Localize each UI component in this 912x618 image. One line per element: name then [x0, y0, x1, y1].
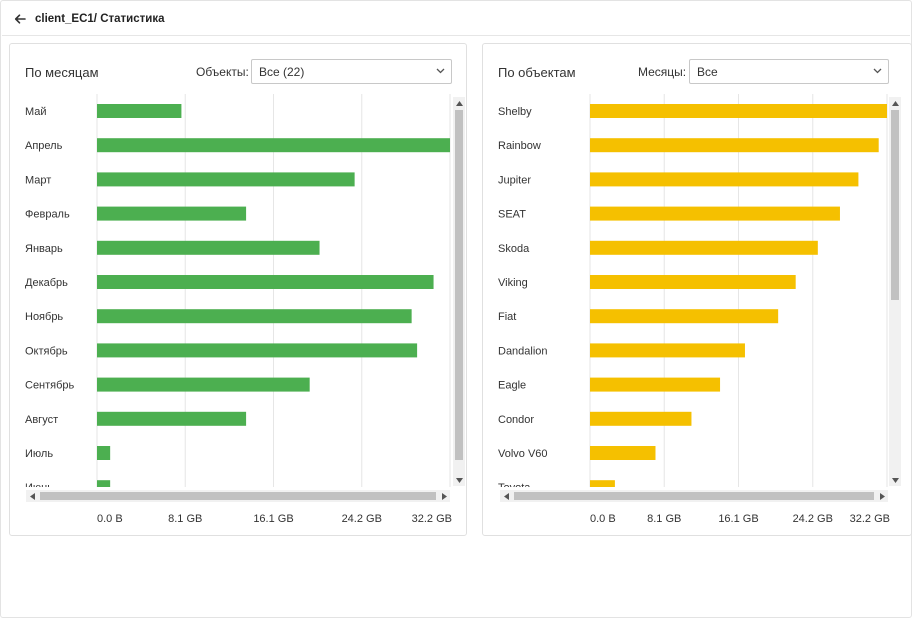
category-label: Viking	[498, 277, 528, 289]
category-label: Rainbow	[498, 140, 541, 152]
bar[interactable]	[97, 411, 247, 426]
category-label: Март	[25, 174, 51, 186]
objects-filter-select[interactable]: Все (22)	[251, 59, 452, 84]
objects-filter-label: Объекты:	[196, 65, 249, 79]
bar[interactable]	[590, 480, 615, 494]
page-title: client_EC1/ Статистика	[35, 12, 165, 25]
x-tick-label: 32.2 GB	[850, 513, 890, 525]
scroll-up-icon[interactable]	[889, 97, 901, 109]
horizontal-scroll-thumb[interactable]	[514, 492, 874, 500]
bar[interactable]	[590, 138, 879, 153]
horizontal-scrollbar[interactable]	[500, 490, 888, 502]
vertical-scrollbar[interactable]	[453, 97, 465, 486]
bar[interactable]	[97, 343, 418, 358]
x-tick-label: 0.0 B	[590, 513, 616, 525]
category-label: Май	[25, 106, 47, 118]
bar[interactable]	[97, 309, 412, 324]
category-label: Toyota	[498, 482, 531, 494]
months-filter-value: Все	[697, 64, 718, 79]
arrow-left-icon[interactable]	[13, 12, 27, 26]
category-label: Ноябрь	[25, 311, 63, 323]
bar[interactable]	[590, 206, 840, 221]
bar[interactable]	[590, 309, 779, 324]
x-tick-label: 8.1 GB	[647, 513, 681, 525]
monthly-bar-chart: Май Апрель Март Февраль Январь Декабрь Ноябрь О…	[25, 94, 452, 525]
bar[interactable]	[97, 275, 434, 289]
bar[interactable]	[590, 240, 818, 255]
objects-bar-chart: Shelby Rainbow Jupiter SEAT Skoda Viking Fiat D…	[498, 94, 890, 525]
bar[interactable]	[590, 343, 745, 358]
panel-title: По месяцам	[25, 65, 99, 80]
months-filter-label: Месяцы:	[638, 65, 687, 79]
objects-stats-panel: По объектам Месяцы: Все Shelby Rainbow Jup…	[482, 43, 912, 536]
x-tick-label: 16.1 GB	[718, 513, 758, 525]
scroll-down-icon[interactable]	[889, 474, 901, 486]
category-label: Eagle	[498, 380, 526, 392]
x-tick-label: 24.2 GB	[342, 513, 382, 525]
scroll-right-icon[interactable]	[438, 490, 450, 502]
x-tick-label: 0.0 B	[97, 513, 123, 525]
category-label: Сентябрь	[25, 380, 75, 392]
bar[interactable]	[97, 480, 111, 494]
category-label: Февраль	[25, 209, 70, 221]
vertical-scroll-thumb[interactable]	[891, 110, 899, 300]
x-tick-label: 8.1 GB	[168, 513, 202, 525]
bar[interactable]	[97, 172, 355, 187]
category-label: Condor	[498, 414, 534, 426]
category-label: Jupiter	[498, 174, 531, 186]
bar[interactable]	[590, 446, 656, 460]
category-label: Январь	[25, 243, 63, 255]
category-label: Dandalion	[498, 345, 548, 357]
objects-filter-value: Все (22)	[259, 64, 305, 79]
scroll-left-icon[interactable]	[500, 490, 512, 502]
category-label: Август	[25, 414, 58, 426]
bar[interactable]	[590, 275, 796, 289]
horizontal-scrollbar[interactable]	[26, 490, 450, 502]
bar[interactable]	[590, 172, 859, 187]
bar[interactable]	[97, 104, 182, 118]
bar[interactable]	[590, 377, 721, 392]
scroll-right-icon[interactable]	[876, 490, 888, 502]
x-tick-label: 16.1 GB	[253, 513, 293, 525]
x-tick-label: 24.2 GB	[793, 513, 833, 525]
category-label: Июль	[25, 448, 53, 460]
panel-title: По объектам	[498, 65, 576, 80]
bar[interactable]	[97, 377, 310, 392]
category-label: Shelby	[498, 106, 532, 118]
vertical-scrollbar[interactable]	[889, 97, 901, 486]
category-label: Апрель	[25, 140, 63, 152]
monthly-stats-panel: По месяцам Объекты: Все (22) Май Апрель Ма…	[9, 43, 467, 536]
scroll-down-icon[interactable]	[453, 474, 465, 486]
horizontal-scroll-thumb[interactable]	[40, 492, 436, 500]
category-label: Skoda	[498, 243, 530, 255]
chevron-down-icon	[873, 68, 882, 74]
category-label: Fiat	[498, 311, 516, 323]
bar[interactable]	[590, 104, 887, 118]
months-filter-select[interactable]: Все	[689, 59, 889, 84]
chevron-down-icon	[436, 68, 445, 74]
category-label: Volvo V60	[498, 448, 548, 460]
bar[interactable]	[97, 446, 111, 460]
category-label: SEAT	[498, 209, 526, 221]
x-tick-label: 32.2 GB	[412, 513, 452, 525]
vertical-scroll-thumb[interactable]	[455, 110, 463, 460]
scroll-up-icon[interactable]	[453, 97, 465, 109]
bar[interactable]	[97, 240, 320, 255]
bar[interactable]	[590, 411, 692, 426]
category-label: Июнь	[25, 482, 53, 494]
scroll-left-icon[interactable]	[26, 490, 38, 502]
category-label: Октябрь	[25, 345, 68, 357]
header-bar: client_EC1/ Статистика	[2, 2, 910, 36]
bar[interactable]	[97, 138, 450, 153]
category-label: Декабрь	[25, 277, 68, 289]
bar[interactable]	[97, 206, 247, 221]
